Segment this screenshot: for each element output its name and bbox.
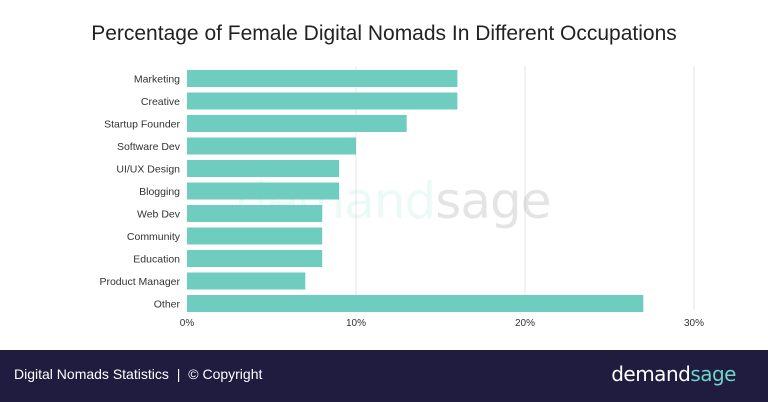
category-label: UI/UX Design [116, 164, 180, 176]
bar [187, 160, 340, 177]
footer-bar: Digital Nomads Statistics | © Copyright … [0, 350, 768, 402]
category-label: Creative [141, 96, 180, 108]
category-label: Startup Founder [104, 119, 180, 131]
bar [187, 92, 458, 110]
bar [187, 137, 356, 155]
bar [187, 70, 458, 87]
footer-brand-part2: sage [690, 362, 736, 386]
bar-chart: Marketing Creative Startup Founder Software… [99, 66, 704, 329]
footer-section-label: Digital Nomads Statistics [14, 366, 169, 382]
bar [187, 205, 323, 222]
footer-caption: Digital Nomads Statistics | © Copyright [14, 366, 262, 382]
x-tick-label: 20% [515, 318, 535, 329]
footer-brand-part1: demand [611, 362, 691, 386]
category-label: Other [154, 299, 181, 311]
x-tick-label: 10% [346, 318, 366, 329]
bar [187, 182, 340, 200]
category-label: Product Manager [99, 276, 180, 288]
bar [187, 295, 644, 312]
category-label: Education [133, 254, 180, 266]
bar [187, 250, 323, 267]
bar [187, 115, 407, 132]
category-label: Community [127, 231, 181, 243]
x-tick-label: 30% [684, 318, 704, 329]
bar [187, 227, 323, 245]
category-label: Web Dev [137, 209, 181, 221]
footer-brand-logo[interactable]: demandsage [611, 362, 736, 386]
category-label: Software Dev [117, 141, 181, 153]
x-tick-label: 0% [180, 318, 195, 329]
category-label: Blogging [139, 186, 180, 198]
bar [187, 272, 306, 290]
footer-copyright: © Copyright [188, 366, 263, 382]
category-label: Marketing [134, 74, 180, 86]
footer-separator: | [176, 366, 181, 382]
chart-title: Percentage of Female Digital Nomads In D… [91, 22, 677, 45]
